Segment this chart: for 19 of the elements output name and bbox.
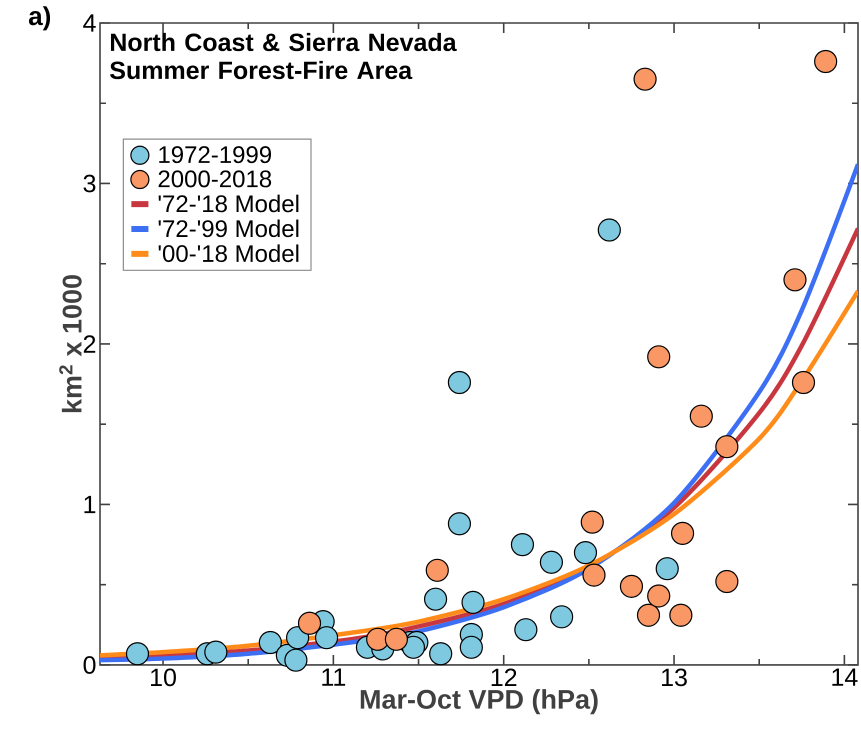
legend-label: '72-'18 Model [158, 194, 298, 212]
y-tick-label: 0 [84, 656, 96, 674]
text: North Coast & Sierra Nevada Summer Forest-Fire Area [110, 32, 457, 80]
legend-label: '72-'99 Model [158, 220, 298, 238]
x-tick-label: 12 [492, 668, 516, 686]
y-tick-label: 1 [84, 496, 96, 514]
x-tick-label: 11 [322, 668, 346, 686]
y-tick-label: 4 [83, 14, 96, 32]
y-tick-label: 3 [84, 174, 96, 192]
x-axis-title: Mar-Oct VPD (hPa) [360, 689, 598, 714]
x-tick-label: 14 [832, 668, 858, 686]
legend-label: '00-'18 Model [158, 244, 298, 262]
legend-label: 2000-2018 [158, 170, 272, 188]
x-tick-label: 10 [151, 668, 176, 686]
x-tick-label: 13 [662, 668, 687, 686]
legend-label: 1972-1999 [159, 146, 272, 164]
y-axis-title: km$^{2}$ x 1000 [59, 275, 82, 412]
text: a) [28, 6, 50, 30]
y-tick-label: 2 [84, 335, 96, 353]
